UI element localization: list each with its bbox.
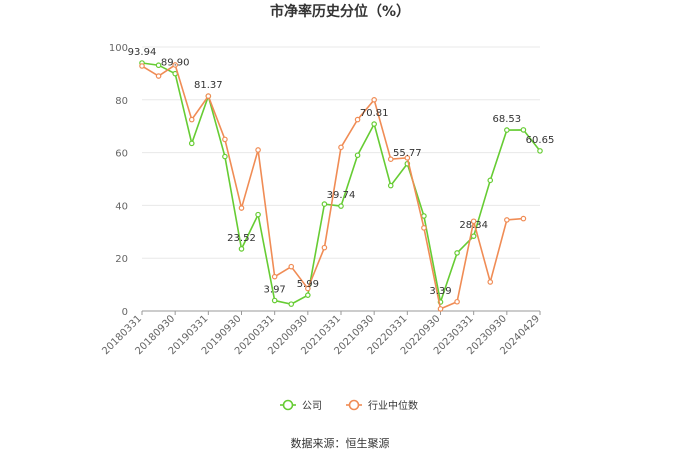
source-text: 数据来源：恒生聚源 (291, 436, 390, 450)
company-data-point (305, 292, 311, 298)
data-label: 55.77 (393, 148, 422, 159)
data-label: 39.74 (327, 190, 356, 201)
industry-median-data-point (205, 93, 212, 99)
legend-swatch-marker (282, 399, 294, 411)
industry-median-data-point (155, 73, 162, 79)
industry-median-data-point (371, 97, 377, 103)
data-label-layer: 93.94 89.90 81.37 23.52 3.97 5.99 39.74 70.81 55… (128, 47, 555, 297)
company-data-point (238, 246, 245, 252)
company-data-point (288, 301, 295, 307)
company-data-point (321, 201, 328, 207)
data-label: 70.81 (360, 108, 389, 119)
company-data-point (421, 213, 427, 219)
y-tick-label: 100 (109, 43, 128, 54)
y-tick-label: 20 (115, 254, 128, 265)
data-label: 3.39 (429, 286, 451, 297)
company-data-point (470, 233, 477, 239)
industry-median-data-point (188, 116, 195, 123)
company-data-point (487, 177, 494, 184)
industry-median-data-point (404, 155, 411, 161)
company-data-point (371, 121, 377, 127)
industry-median-data-point (338, 144, 344, 151)
industry-median-data-point (255, 147, 261, 153)
y-tick-label: 40 (115, 201, 128, 212)
company-data-point (387, 182, 394, 189)
industry-median-data-point (387, 156, 394, 163)
company-data-point (222, 153, 228, 160)
axis-layer: 0204060801002018033120180930201903312019… (100, 43, 542, 357)
industry-median-series-line (141, 63, 524, 311)
industry-median-data-point (504, 217, 510, 223)
series-layer (139, 60, 543, 312)
industry-median-data-point (437, 306, 444, 312)
data-label: 60.65 (526, 135, 555, 146)
industry-median-data-point (454, 298, 460, 305)
company-series-line (141, 62, 541, 306)
chart-title: 市净率历史分位（%） (270, 3, 410, 20)
data-label: 68.53 (493, 114, 522, 125)
company-data-point (271, 297, 278, 304)
industry-median-data-point (470, 218, 477, 225)
data-label: 28.34 (459, 220, 488, 231)
y-tick-label: 0 (122, 307, 128, 318)
industry-median-data-point (354, 116, 361, 123)
legend-label-company: 公司 (302, 401, 322, 412)
industry-median-data-point (321, 244, 328, 251)
company-data-point (188, 140, 195, 147)
industry-median-data-point (288, 263, 295, 270)
company-data-point (155, 62, 162, 69)
y-tick-label: 80 (115, 96, 128, 107)
legend: 公司 行业中位数 (280, 399, 418, 412)
company-data-point (537, 148, 543, 154)
industry-median-data-point (520, 215, 527, 222)
industry-median-data-point (421, 225, 427, 231)
legend-swatch-marker (348, 399, 360, 411)
company-data-point (520, 127, 527, 133)
industry-median-data-point (222, 136, 228, 143)
company-data-point (504, 127, 510, 133)
data-label: 81.37 (194, 80, 223, 91)
y-tick-label: 60 (115, 149, 128, 160)
industry-median-data-point (172, 62, 178, 68)
company-data-point (354, 152, 361, 159)
data-label: 5.99 (297, 279, 319, 290)
industry-median-data-point (487, 279, 494, 285)
data-label: 23.52 (227, 233, 256, 244)
industry-median-data-point (271, 273, 278, 280)
company-data-point (255, 211, 261, 218)
company-data-point (338, 203, 344, 209)
grid-layer (142, 46, 540, 259)
legend-label-industry-median: 行业中位数 (368, 399, 418, 412)
data-label: 93.94 (128, 47, 157, 58)
industry-median-data-point (305, 285, 311, 292)
industry-median-data-point (238, 205, 245, 211)
data-label: 3.97 (264, 285, 286, 296)
data-label: 89.90 (161, 58, 190, 69)
industry-median-data-point (139, 63, 145, 69)
company-data-point (454, 250, 460, 256)
